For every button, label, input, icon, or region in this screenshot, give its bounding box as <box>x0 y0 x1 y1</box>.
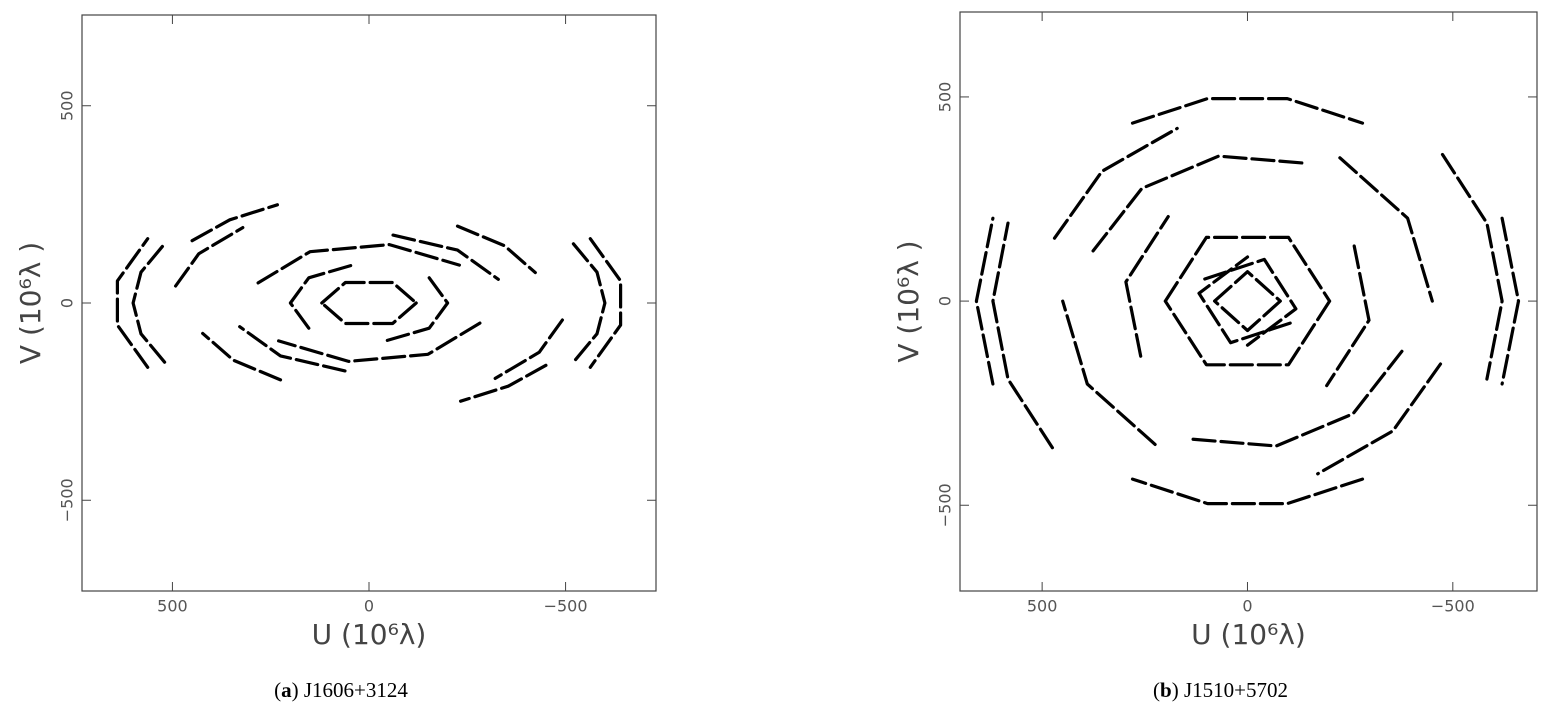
uv-track <box>1124 215 1371 388</box>
caption-part: a <box>281 678 292 702</box>
uv-plot: 500 0 −500 −500 0 500 U (10⁶λ) V (10⁶λ ) (b) J15… <box>892 11 1538 702</box>
uv-track <box>320 280 418 326</box>
uv-track <box>190 203 548 403</box>
uv-track <box>131 242 607 364</box>
uv-track <box>1052 126 1443 476</box>
uv-track <box>288 262 450 344</box>
x-tick-label: 0 <box>364 597 374 616</box>
caption-part: ( <box>1153 678 1160 702</box>
plot-frame <box>81 14 657 592</box>
uv-track <box>1061 156 1434 446</box>
uv-track <box>1213 270 1282 333</box>
y-tick-label: 500 <box>936 82 955 113</box>
y-tick-label: −500 <box>936 483 955 527</box>
uv-track <box>174 226 564 380</box>
caption-part: b <box>1160 678 1172 702</box>
x-axis-label: U (10⁶λ) <box>1191 618 1306 651</box>
uv-track <box>1130 97 1365 506</box>
uv-plot: 500 0 −500 −500 0 500 U (10⁶λ) V (10⁶λ ) (a) J16… <box>14 14 657 702</box>
uv-track <box>201 224 537 382</box>
x-tick-label: 500 <box>1027 597 1058 616</box>
uv-track <box>974 216 1521 386</box>
caption: (b) J1510+5702 <box>1153 678 1288 702</box>
caption-part: ) J1510+5702 <box>1172 678 1288 702</box>
y-axis-label: V (10⁶λ ) <box>892 240 925 362</box>
uv-track <box>991 152 1504 450</box>
x-tick-label: −500 <box>1431 597 1475 616</box>
y-tick-label: −500 <box>58 478 77 522</box>
y-tick-label: 0 <box>58 298 77 308</box>
uv-track <box>115 237 623 369</box>
uv-track <box>1091 154 1404 448</box>
uv-track <box>1163 235 1332 367</box>
x-tick-label: 500 <box>157 597 188 616</box>
x-tick-label: −500 <box>544 597 588 616</box>
caption-part: ( <box>274 678 281 702</box>
y-axis-label: V (10⁶λ ) <box>14 242 47 364</box>
uv-track <box>238 233 500 373</box>
uv-track <box>256 243 482 363</box>
y-tick-label: 0 <box>936 296 955 306</box>
uv-track <box>1197 255 1298 347</box>
x-axis-label: U (10⁶λ) <box>312 618 427 651</box>
caption: (a) J1606+3124 <box>274 678 408 702</box>
caption-part: ) J1606+3124 <box>292 678 409 702</box>
x-tick-label: 0 <box>1242 597 1252 616</box>
y-tick-label: 500 <box>58 90 77 121</box>
